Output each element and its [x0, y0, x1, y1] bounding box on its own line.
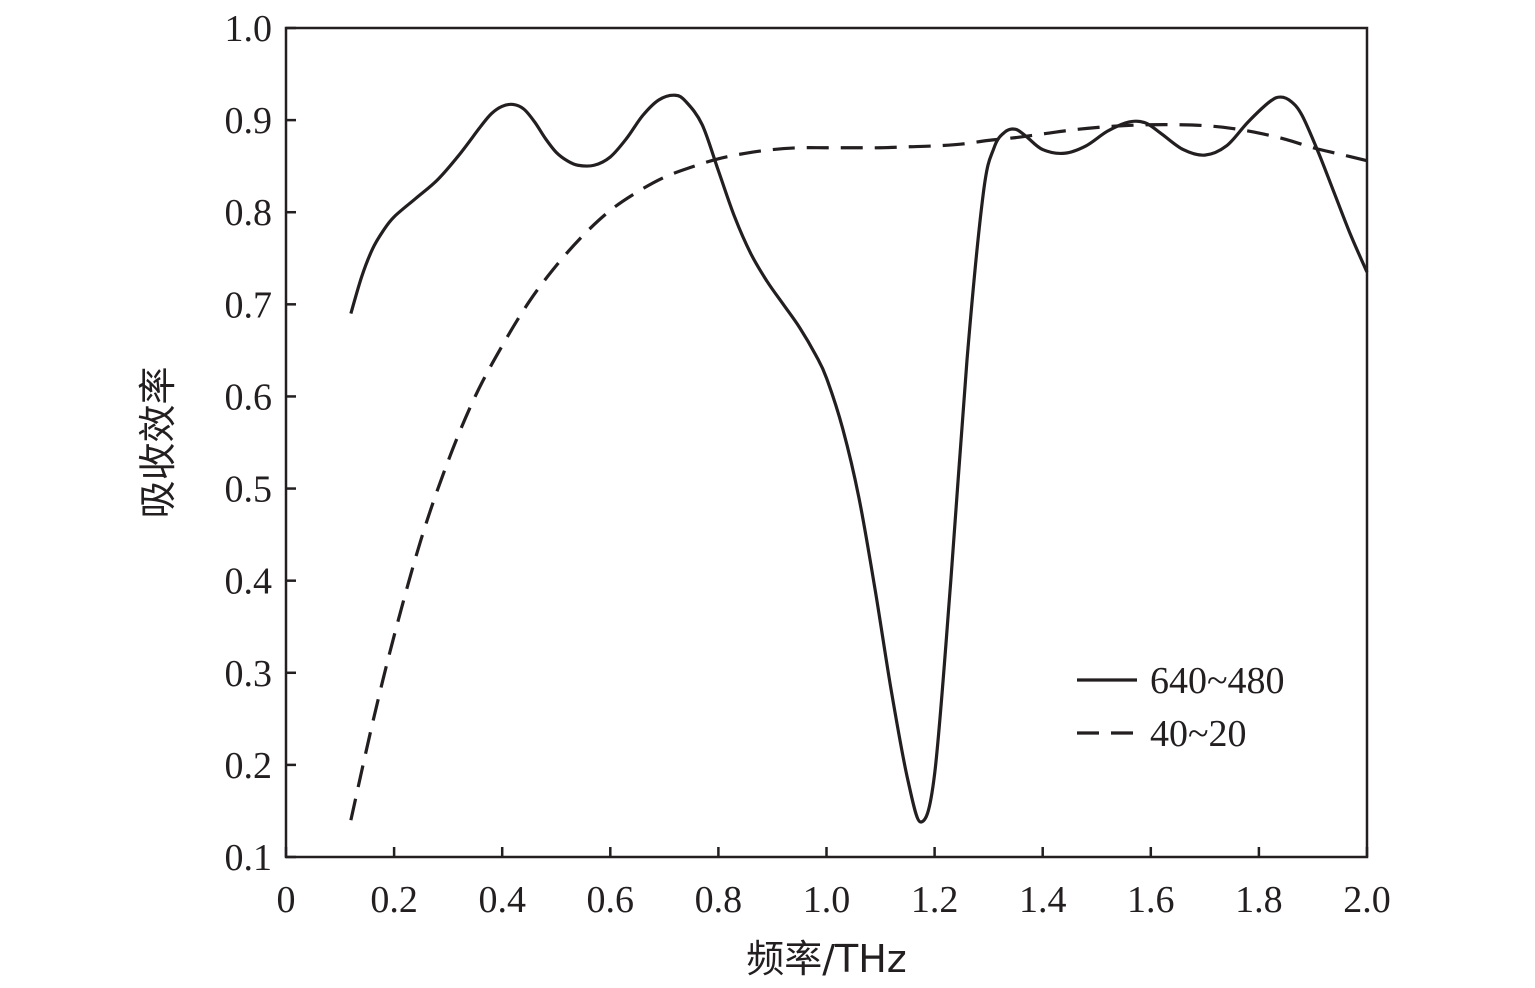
x-tick-label: 1.6 — [1127, 879, 1175, 921]
x-tick-label: 1.8 — [1235, 879, 1283, 921]
y-tick-label: 0.6 — [225, 376, 273, 418]
x-tick-label: 2.0 — [1343, 879, 1391, 921]
legend: 640~480 40~20 — [1077, 660, 1285, 755]
y-tick-label: 1.0 — [225, 8, 273, 50]
x-tick-label: 0.6 — [587, 879, 635, 921]
x-tick-label: 0.2 — [370, 879, 418, 921]
x-tick-label: 1.0 — [803, 879, 851, 921]
y-tick-label: 0.5 — [225, 469, 273, 511]
y-tick-label: 0.7 — [225, 284, 273, 326]
series-layer — [349, 93, 1369, 824]
legend-label-40-20: 40~20 — [1150, 713, 1247, 755]
x-tick-label: 0 — [277, 879, 296, 921]
x-tick-label: 1.4 — [1019, 879, 1067, 921]
series-line-dashed — [349, 123, 1368, 821]
y-tick-label: 0.1 — [225, 837, 273, 879]
y-tick-label: 0.3 — [225, 653, 273, 695]
y-tick-label: 0.4 — [225, 561, 273, 603]
series-line-solid — [349, 93, 1369, 824]
y-tick-label: 0.2 — [225, 745, 273, 787]
x-tick-label: 1.2 — [911, 879, 959, 921]
y-tick-label: 0.9 — [225, 100, 273, 142]
x-axis-title: 频率/THz — [746, 937, 907, 981]
x-tick-label: 0.8 — [695, 879, 743, 921]
x-tick-label: 0.4 — [478, 879, 526, 921]
y-axis-title: 吸收效率 — [136, 366, 180, 518]
ticks-layer: 0 0.2 0.4 0.6 0.8 1.0 1.2 1.4 1.6 1.8 2.0 0.1 0.2 0.3… — [225, 8, 1391, 921]
y-tick-label: 0.8 — [225, 192, 273, 234]
legend-label-640-480: 640~480 — [1150, 660, 1285, 702]
